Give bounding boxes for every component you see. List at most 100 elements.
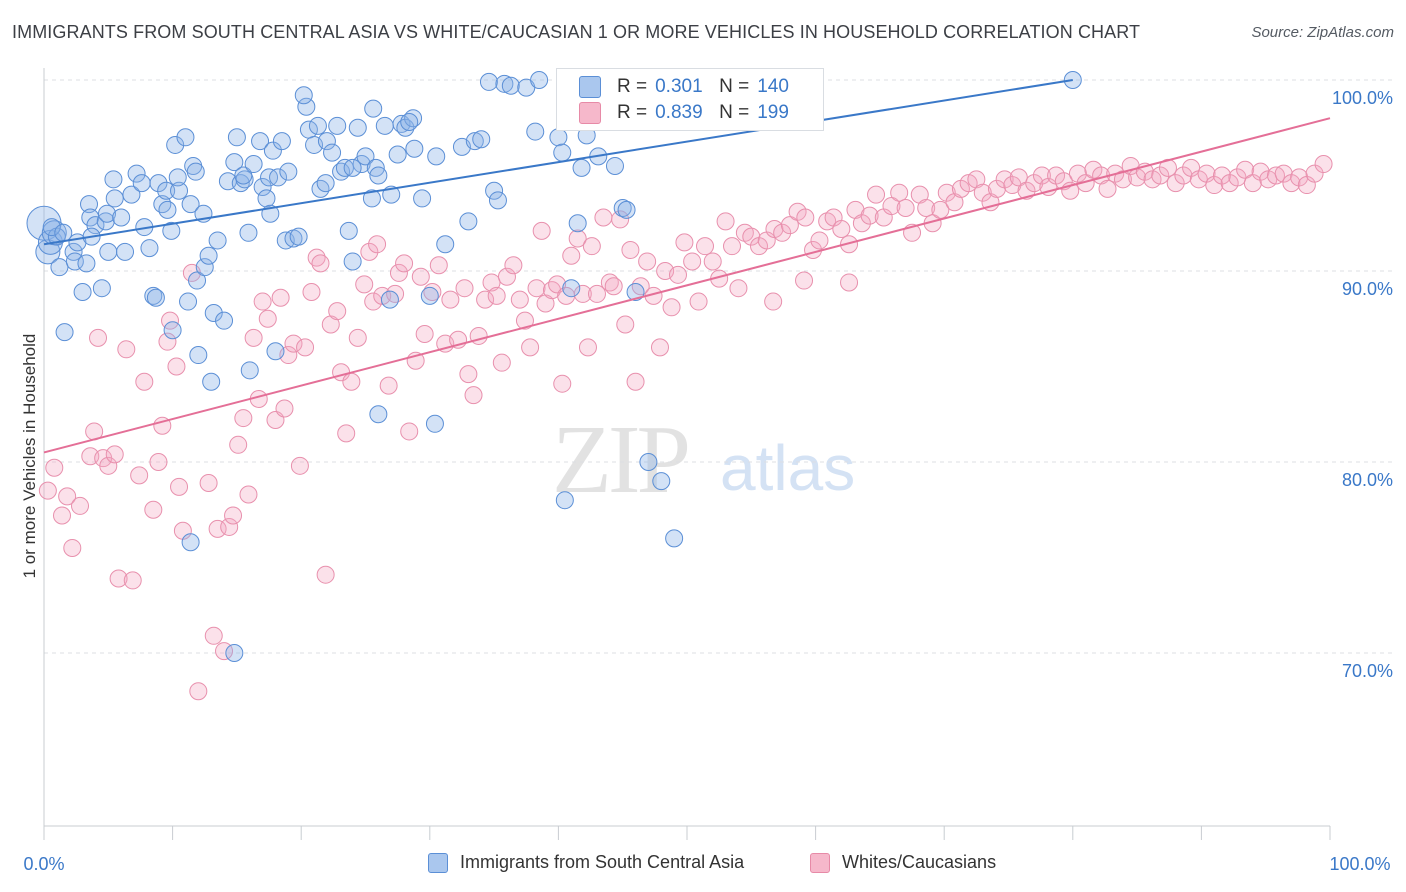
blue-data-point	[555, 491, 574, 510]
pink-data-point	[521, 338, 540, 357]
blue-data-point	[549, 128, 568, 147]
pink-data-point	[58, 487, 77, 506]
blue-data-point	[665, 529, 684, 548]
legend-n-value-blue: 140	[757, 76, 789, 97]
pink-data-point	[742, 227, 761, 246]
x-tick-label-left: 0.0%	[23, 854, 64, 874]
pink-data-point	[117, 340, 136, 359]
pink-data-point	[527, 279, 546, 298]
legend-n-label: N =	[719, 102, 750, 123]
blue-data-point	[308, 116, 327, 135]
pink-data-point	[896, 198, 915, 217]
pink-data-point	[244, 328, 263, 347]
pink-data-point	[1314, 155, 1333, 174]
pink-data-point	[890, 183, 909, 202]
pink-data-point	[123, 571, 142, 590]
blue-data-point	[405, 139, 424, 158]
blue-data-point	[73, 283, 92, 302]
pink-data-point	[239, 485, 258, 504]
pink-data-point	[504, 256, 523, 275]
pink-data-point	[795, 271, 814, 290]
pink-data-point	[882, 197, 901, 216]
blue-data-point	[626, 283, 645, 302]
blue-data-point	[297, 97, 316, 116]
pink-data-point	[348, 328, 367, 347]
blue-data-point	[144, 286, 163, 305]
blue-data-point	[188, 271, 207, 290]
pink-data-point	[342, 372, 361, 391]
pink-data-point	[45, 458, 64, 477]
blue-data-point	[116, 242, 135, 261]
pink-data-point	[1236, 160, 1255, 179]
blue-data-point	[413, 189, 432, 208]
blue-data-point	[639, 453, 658, 471]
bottom-legend-swatch-pink	[810, 852, 830, 873]
blue-data-point	[253, 177, 272, 196]
blue-data-point	[55, 323, 74, 342]
blue-data-point	[215, 311, 234, 330]
blue-data-point	[526, 122, 545, 141]
blue-data-point	[168, 168, 187, 187]
blue-data-point	[92, 279, 111, 298]
bottom-legend-label-blue: Immigrants from South Central Asia	[460, 852, 745, 872]
pink-data-point	[796, 208, 815, 227]
blue-data-point	[652, 472, 671, 491]
blue-data-point	[427, 147, 446, 166]
blue-data-point	[98, 204, 117, 223]
blue-data-point	[562, 279, 581, 298]
pink-data-point	[696, 237, 715, 256]
pink-data-point	[1205, 176, 1224, 195]
pink-data-point	[860, 206, 879, 225]
pink-data-point	[764, 292, 783, 311]
axes	[43, 68, 1331, 840]
legend-n-value-pink: 199	[757, 102, 789, 123]
pink-data-point	[1212, 166, 1231, 185]
pink-data-point	[532, 221, 551, 240]
pink-data-point	[810, 231, 829, 250]
blue-data-point	[388, 145, 407, 164]
pink-data-point	[368, 235, 387, 254]
y-tick-label: 90.0%	[1342, 279, 1393, 299]
pink-data-point	[170, 477, 189, 496]
pink-data-point	[1166, 174, 1185, 193]
blue-data-point	[495, 74, 514, 93]
pink-data-point	[931, 200, 950, 219]
blue-data-point	[240, 361, 259, 380]
pink-series-points	[38, 155, 1333, 701]
blue-data-point	[195, 258, 214, 277]
blue-data-point	[153, 195, 172, 214]
blue-data-point	[269, 168, 288, 187]
blue-data-point	[605, 156, 624, 175]
bottom-legend-item-pink: Whites/Caucasians	[810, 852, 996, 873]
blue-data-point	[199, 246, 218, 265]
pink-data-point	[220, 517, 239, 536]
pink-data-point	[38, 481, 57, 500]
pink-data-point	[497, 267, 516, 286]
y-tick-label: 80.0%	[1342, 470, 1393, 490]
pink-data-point	[1174, 166, 1193, 185]
pink-data-point	[415, 325, 434, 344]
blue-data-point	[485, 181, 504, 200]
blue-data-point	[257, 189, 276, 208]
pink-data-point	[1274, 164, 1293, 183]
blue-data-point	[127, 164, 146, 183]
y-tick-label: 70.0%	[1342, 661, 1393, 681]
pink-data-point	[1025, 174, 1044, 193]
blue-data-point	[425, 414, 444, 433]
pink-data-point	[987, 179, 1006, 198]
pink-data-point	[130, 466, 149, 485]
blue-data-point	[323, 143, 342, 162]
blue-data-point	[251, 132, 270, 151]
pink-data-point	[167, 357, 186, 376]
blue-data-point	[465, 132, 484, 151]
pink-data-point	[1032, 166, 1051, 185]
pink-data-point	[1151, 166, 1170, 185]
pink-data-point	[1068, 164, 1087, 183]
pink-data-point	[510, 290, 529, 309]
blue-data-point	[348, 118, 367, 137]
blue-data-point	[162, 221, 181, 240]
pink-data-point	[578, 338, 597, 357]
pink-data-point	[852, 214, 871, 233]
blue-data-point	[369, 166, 388, 185]
